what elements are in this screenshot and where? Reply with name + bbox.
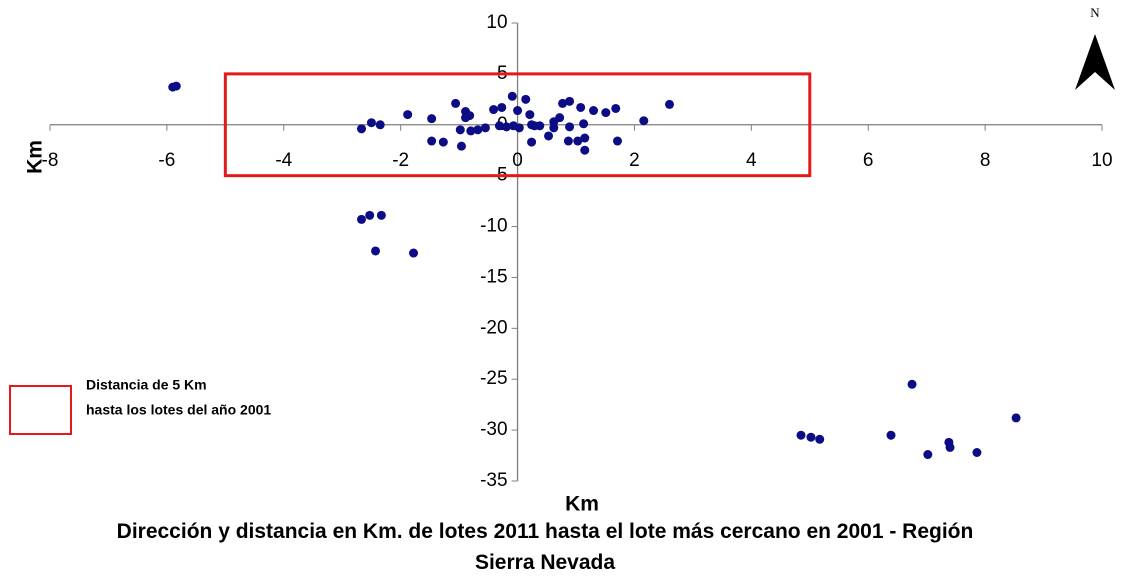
point (525, 110, 535, 120)
point (601, 108, 611, 118)
point (558, 98, 568, 108)
x-tick-label: 0 (512, 150, 523, 171)
point (451, 98, 461, 108)
x-tick-label: -4 (275, 150, 292, 171)
point (580, 145, 590, 155)
point (455, 125, 465, 135)
highlight-box (223, 72, 812, 178)
point (480, 123, 490, 133)
point (375, 120, 385, 130)
point (403, 110, 413, 120)
point (580, 133, 590, 143)
point (501, 122, 511, 132)
y-tick-label: -10 (480, 216, 507, 237)
point (507, 91, 517, 101)
point (544, 131, 554, 141)
y-tick-label: -20 (480, 317, 507, 338)
x-tick-label: 6 (863, 150, 874, 171)
point (796, 430, 806, 440)
point (573, 136, 583, 146)
x-tick-label: -2 (392, 150, 409, 171)
y-tick-label: -30 (480, 419, 507, 440)
point (357, 124, 367, 134)
x-tick-label: 8 (980, 150, 991, 171)
chart: N Km Km Distancia de 5 Km hasta los lote… (9, 5, 1115, 516)
point (563, 136, 573, 146)
point (376, 210, 386, 220)
point (806, 432, 816, 442)
point (972, 448, 982, 458)
legend-text: hasta los lotes del año 2001 (86, 402, 271, 418)
point (945, 442, 955, 452)
north-arrow (1075, 34, 1115, 90)
point (1011, 413, 1021, 423)
point (521, 94, 531, 104)
y-tick-label: -25 (480, 368, 507, 389)
y-tick-label: -15 (480, 266, 507, 287)
x-tick-label: 2 (629, 150, 640, 171)
point (357, 214, 367, 224)
point (497, 102, 507, 112)
x-axis-label: Km (565, 493, 599, 515)
x-tick-label: -6 (158, 150, 175, 171)
x-tick-label: 10 (1091, 150, 1112, 171)
point (611, 103, 621, 113)
point (171, 81, 181, 91)
y-axis-label: Km (24, 140, 47, 174)
point (907, 379, 917, 389)
point (565, 122, 575, 132)
point (527, 137, 537, 147)
point (549, 123, 559, 133)
point (465, 111, 475, 121)
point (555, 113, 565, 123)
point (366, 118, 376, 128)
chart-title: Dirección y distancia en Km. de lotes 20… (116, 520, 974, 574)
point (489, 105, 499, 115)
y-tick-label: -35 (480, 470, 507, 491)
point (535, 121, 545, 131)
legend-swatch (9, 385, 72, 435)
north-label: N (1090, 5, 1100, 20)
point (612, 136, 622, 146)
point (639, 116, 649, 126)
y-tick-label: 10 (486, 12, 507, 33)
x-tick-label: 4 (746, 150, 757, 171)
point (579, 119, 589, 129)
point (438, 137, 448, 147)
point (473, 125, 483, 135)
point (456, 141, 466, 151)
point (409, 248, 419, 258)
point (886, 430, 896, 440)
x-tick-label: -8 (42, 150, 59, 171)
point (427, 136, 437, 146)
point (365, 210, 375, 220)
point (589, 106, 599, 116)
point (576, 102, 586, 112)
point (565, 96, 575, 106)
point (513, 106, 523, 116)
point (427, 114, 437, 124)
point (371, 246, 381, 256)
point (815, 434, 825, 444)
point (665, 99, 675, 109)
point (466, 126, 476, 136)
point (494, 121, 504, 131)
point (514, 123, 524, 133)
legend-text: Distancia de 5 Km (86, 377, 207, 393)
point (923, 450, 933, 460)
